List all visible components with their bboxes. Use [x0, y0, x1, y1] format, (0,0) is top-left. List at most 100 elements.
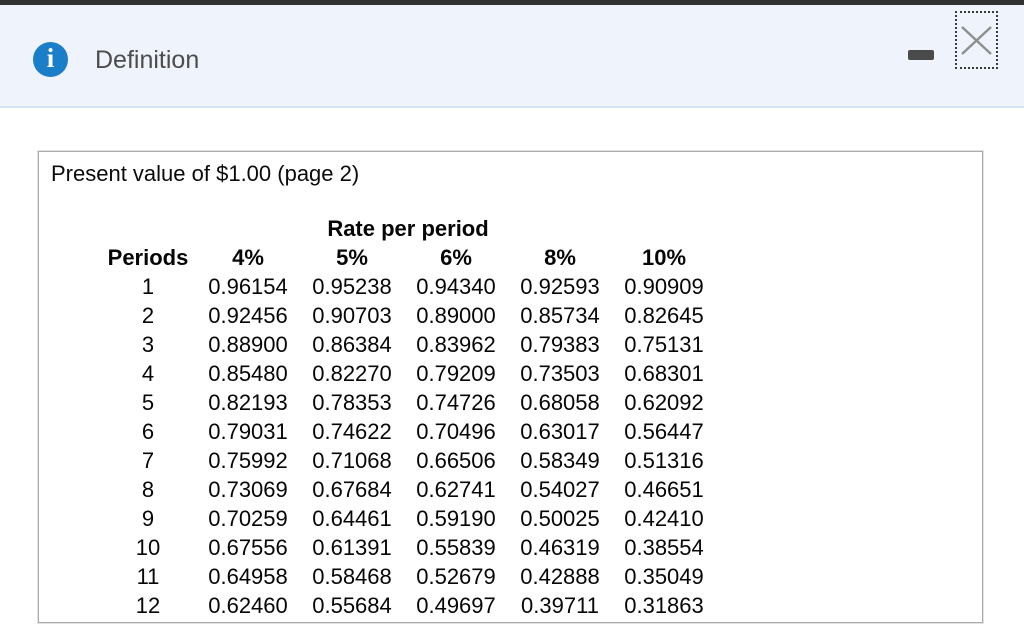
top-border-strip [0, 0, 1024, 5]
table-row: 8 0.73069 0.67684 0.62741 0.54027 0.46651 [100, 475, 716, 504]
value-cell: 0.46651 [624, 476, 704, 502]
close-icon [960, 25, 993, 56]
value-cell: 0.74622 [312, 418, 392, 444]
period-cell: 8 [141, 476, 155, 502]
definition-panel: Present value of $1.00 (page 2) Rate per… [38, 151, 983, 623]
value-cell: 0.64461 [312, 505, 392, 531]
value-cell: 0.75992 [208, 447, 288, 473]
value-cell: 0.89000 [416, 302, 496, 328]
value-cell: 0.38554 [624, 534, 704, 560]
info-icon: i [33, 42, 68, 77]
period-cell: 1 [141, 273, 155, 299]
column-header: 8% [544, 244, 576, 270]
value-cell: 0.58349 [520, 447, 600, 473]
table-row: 4 0.85480 0.82270 0.79209 0.73503 0.68301 [100, 359, 716, 388]
value-cell: 0.39711 [521, 592, 599, 618]
minimize-button[interactable] [908, 50, 934, 60]
column-header: 10% [641, 244, 687, 270]
value-cell: 0.62741 [416, 476, 496, 502]
value-cell: 0.52679 [416, 563, 496, 589]
period-cell: 12 [135, 592, 161, 618]
value-cell: 0.74726 [416, 389, 496, 415]
table-row: 2 0.92456 0.90703 0.89000 0.85734 0.82645 [100, 301, 716, 330]
value-cell: 0.31863 [624, 592, 704, 618]
period-cell: 2 [141, 302, 155, 328]
value-cell: 0.54027 [520, 476, 600, 502]
titlebar: i Definition [0, 5, 1024, 108]
value-cell: 0.42888 [520, 563, 600, 589]
column-header: 4% [232, 244, 264, 270]
value-cell: 0.46319 [520, 534, 600, 560]
column-header: Periods [107, 244, 189, 270]
table-row: 5 0.82193 0.78353 0.74726 0.68058 0.62092 [100, 388, 716, 417]
table-row: 11 0.64958 0.58468 0.52679 0.42888 0.35049 [100, 562, 716, 591]
value-cell: 0.63017 [520, 418, 600, 444]
close-button[interactable] [955, 11, 998, 69]
value-cell: 0.62460 [208, 592, 288, 618]
column-header: 6% [440, 244, 472, 270]
value-cell: 0.68301 [624, 360, 704, 386]
value-cell: 0.70259 [208, 505, 288, 531]
value-cell: 0.73503 [520, 360, 600, 386]
column-header-row: Periods 4% 5% 6% 8% 10% [100, 243, 716, 272]
value-cell: 0.66506 [416, 447, 496, 473]
period-cell: 3 [141, 331, 155, 357]
period-cell: 7 [141, 447, 155, 473]
value-cell: 0.73069 [208, 476, 288, 502]
value-cell: 0.82645 [624, 302, 704, 328]
value-cell: 0.88900 [208, 331, 288, 357]
value-cell: 0.75131 [624, 331, 704, 357]
period-cell: 11 [136, 563, 160, 589]
value-cell: 0.90703 [312, 302, 392, 328]
period-cell: 10 [135, 534, 161, 560]
table-row: 9 0.70259 0.64461 0.59190 0.50025 0.42410 [100, 504, 716, 533]
value-cell: 0.49697 [416, 592, 496, 618]
value-cell: 0.79383 [520, 331, 600, 357]
value-cell: 0.71068 [312, 447, 392, 473]
table-row: 6 0.79031 0.74622 0.70496 0.63017 0.56447 [100, 417, 716, 446]
value-cell: 0.67684 [312, 476, 392, 502]
value-cell: 0.83962 [416, 331, 496, 357]
group-header-row: Rate per period [100, 214, 716, 243]
value-cell: 0.62092 [624, 389, 704, 415]
table-row: 3 0.88900 0.86384 0.83962 0.79383 0.75131 [100, 330, 716, 359]
value-cell: 0.95238 [312, 273, 392, 299]
value-cell: 0.67556 [208, 534, 288, 560]
value-cell: 0.58468 [312, 563, 392, 589]
value-cell: 0.42410 [624, 505, 704, 531]
table-row: 12 0.62460 0.55684 0.49697 0.39711 0.31863 [100, 591, 716, 620]
value-cell: 0.82193 [208, 389, 288, 415]
value-cell: 0.94340 [416, 273, 496, 299]
value-cell: 0.90909 [624, 273, 704, 299]
table-row: 7 0.75992 0.71068 0.66506 0.58349 0.51316 [100, 446, 716, 475]
value-cell: 0.85480 [208, 360, 288, 386]
value-cell: 0.70496 [416, 418, 496, 444]
present-value-table: Rate per period Periods 4% 5% 6% 8% 10% 1 0.96… [100, 214, 716, 620]
value-cell: 0.79031 [208, 418, 288, 444]
value-cell: 0.55684 [312, 592, 392, 618]
value-cell: 0.35049 [624, 563, 704, 589]
value-cell: 0.82270 [312, 360, 392, 386]
group-header: Rate per period [327, 215, 489, 241]
value-cell: 0.92456 [208, 302, 288, 328]
period-cell: 9 [141, 505, 155, 531]
table-row: 10 0.67556 0.61391 0.55839 0.46319 0.38554 [100, 533, 716, 562]
value-cell: 0.64958 [208, 563, 288, 589]
value-cell: 0.50025 [520, 505, 600, 531]
value-cell: 0.55839 [416, 534, 496, 560]
panel-title: Present value of $1.00 (page 2) [51, 161, 360, 186]
value-cell: 0.79209 [416, 360, 496, 386]
value-cell: 0.85734 [520, 302, 600, 328]
value-cell: 0.86384 [312, 331, 392, 357]
value-cell: 0.92593 [520, 273, 600, 299]
value-cell: 0.56447 [624, 418, 704, 444]
period-cell: 4 [141, 360, 155, 386]
window-title: Definition [95, 46, 200, 74]
table-row: 1 0.96154 0.95238 0.94340 0.92593 0.90909 [100, 272, 716, 301]
value-cell: 0.68058 [520, 389, 600, 415]
period-cell: 6 [141, 418, 155, 444]
value-cell: 0.51316 [624, 447, 704, 473]
value-cell: 0.78353 [312, 389, 392, 415]
period-cell: 5 [141, 389, 155, 415]
